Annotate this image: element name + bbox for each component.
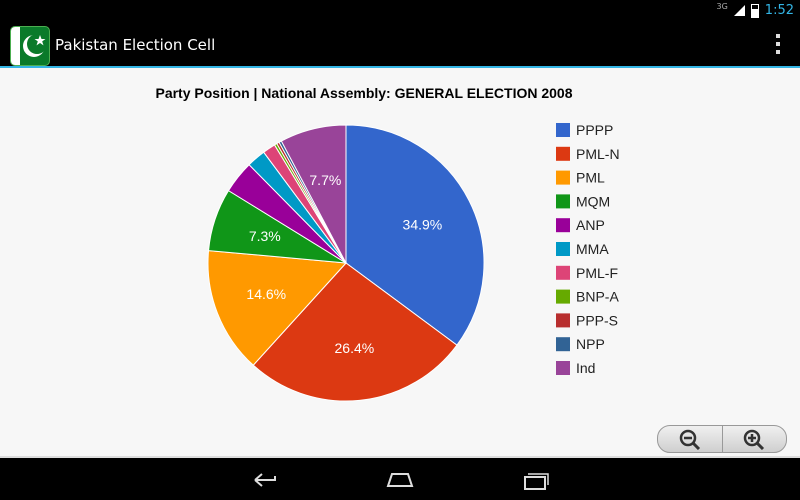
legend-swatch-mma (556, 242, 570, 256)
slice-label-pppp: 34.9% (403, 217, 443, 233)
action-bar: Pakistan Election Cell (0, 24, 800, 68)
slice-label-ind: 7.7% (309, 172, 341, 188)
chart-title: Party Position | National Assembly: GENE… (155, 85, 572, 101)
zoom-out-button[interactable] (658, 426, 722, 452)
legend-swatch-pml-f (556, 265, 570, 280)
zoom-out-icon (679, 429, 700, 450)
home-icon[interactable] (380, 468, 420, 492)
legend-swatch-bnp-a (556, 289, 570, 304)
slice-label-pml: 14.6% (246, 286, 286, 302)
pie-slice-pml-n[interactable] (252, 262, 458, 402)
status-bar: 3G 1:52 (0, 0, 800, 24)
legend-swatch-pml-n (556, 146, 570, 161)
slice-label-mqm: 7.3% (249, 228, 281, 244)
back-icon[interactable] (245, 468, 285, 492)
legend-label-anp: ANP (576, 217, 605, 233)
legend-label-npp: NPP (576, 336, 605, 352)
zoom-in-icon (744, 429, 765, 450)
pie-slice-pml[interactable] (207, 250, 348, 366)
pie-slice-ind[interactable] (280, 124, 347, 264)
overflow-menu-icon[interactable] (776, 34, 780, 54)
chart-area: Party Position | National Assembly: GENE… (0, 68, 800, 458)
zoom-controls (657, 425, 787, 453)
legend-label-pml: PML (576, 170, 605, 186)
legend-label-pppp: PPPP (576, 122, 613, 138)
legend-label-pml-n: PML-N (576, 146, 620, 162)
legend-label-pml-f: PML-F (576, 265, 618, 281)
legend-swatch-anp (556, 218, 570, 233)
recent-apps-icon[interactable] (515, 468, 555, 492)
legend-swatch-pppp (556, 123, 570, 137)
legend-swatch-pml (556, 170, 570, 185)
legend-swatch-mqm (556, 194, 570, 209)
battery-icon (750, 3, 759, 18)
clock: 1:52 (764, 3, 794, 18)
legend-label-bnp-a: BNP-A (576, 289, 619, 305)
navigation-bar (0, 460, 800, 500)
app-title: Pakistan Election Cell (55, 36, 216, 54)
slice-label-pml-n: 26.4% (335, 340, 375, 356)
pie-slice-pppp[interactable] (345, 124, 485, 346)
signal-icon (733, 5, 745, 16)
legend-label-mqm: MQM (576, 193, 610, 209)
network-type-label: 3G (716, 2, 728, 11)
legend-swatch-ppp-s (556, 313, 570, 328)
legend-label-ppp-s: PPP-S (576, 312, 618, 328)
pie-chart: Party Position | National Assembly: GENE… (155, 85, 620, 402)
legend-label-mma: MMA (576, 241, 609, 257)
legend-swatch-npp (556, 337, 570, 352)
app-logo-icon[interactable] (10, 26, 50, 66)
zoom-in-button[interactable] (723, 426, 787, 452)
legend-label-ind: Ind (576, 360, 595, 376)
legend-swatch-ind (556, 361, 570, 375)
